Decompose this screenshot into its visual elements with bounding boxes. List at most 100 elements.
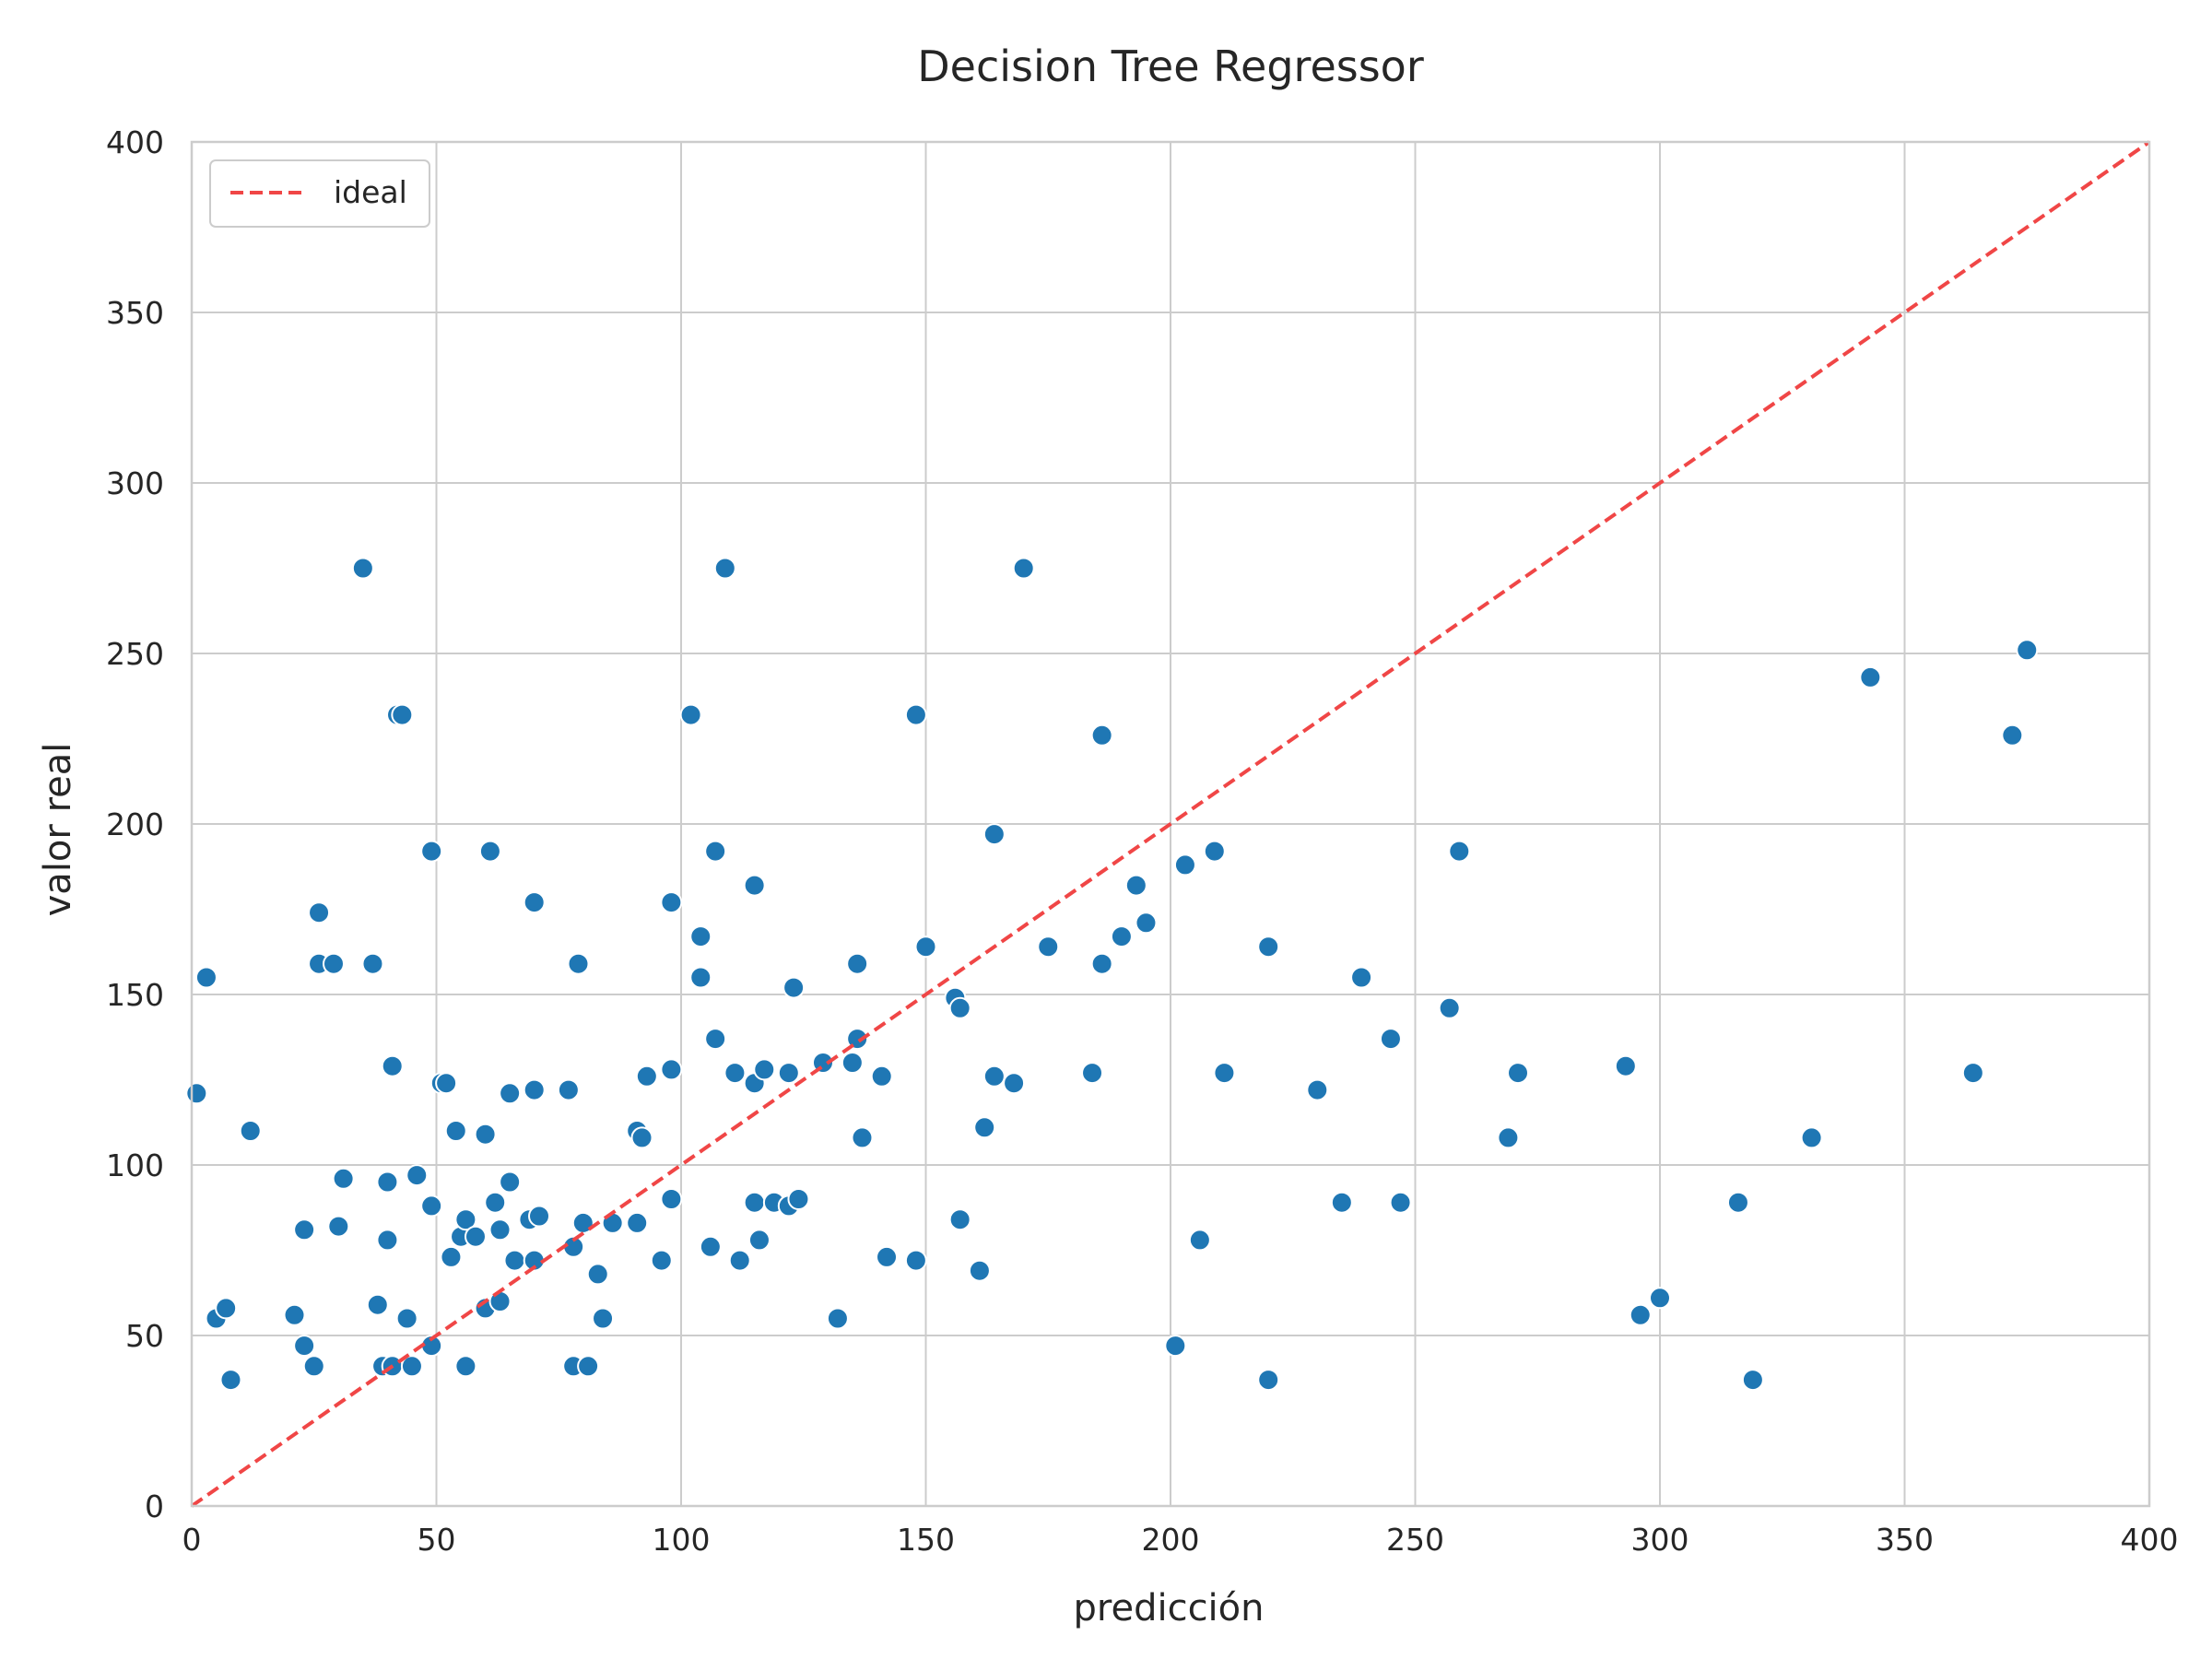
scatter-point (1257, 935, 1280, 959)
scatter-point (406, 1164, 429, 1187)
scatter-point (2001, 724, 2024, 747)
scatter-point (1306, 1078, 1329, 1101)
scatter-point (660, 891, 683, 914)
y-tick-label: 150 (106, 977, 164, 1013)
y-tick-label: 250 (106, 636, 164, 672)
scatter-point (948, 996, 971, 1019)
scatter-point (1213, 1062, 1236, 1085)
scatter-point (1330, 1191, 1353, 1214)
plot-frame (190, 140, 2151, 1508)
scatter-point (2016, 639, 2039, 662)
scatter-point (351, 557, 374, 580)
scatter-point (1090, 724, 1113, 747)
scatter-point (239, 1120, 262, 1142)
scatter-point (747, 1229, 771, 1252)
scatter-point (1135, 912, 1158, 935)
scatter-point (523, 1078, 546, 1101)
scatter-point (454, 1208, 477, 1231)
scatter-point (1438, 996, 1461, 1019)
x-tick-label: 200 (1142, 1522, 1200, 1558)
scatter-point (1800, 1126, 1823, 1149)
scatter-point (630, 1126, 653, 1149)
scatter-point (391, 703, 414, 726)
y-tick-label: 300 (106, 465, 164, 501)
scatter-point (488, 1218, 512, 1241)
scatter-point (660, 1058, 683, 1081)
scatter-point (1257, 1369, 1280, 1392)
scatter-point (185, 1082, 208, 1105)
y-tick-label: 400 (106, 124, 164, 160)
scatter-point (679, 703, 702, 726)
scatter-point (464, 1225, 487, 1248)
scatter-point (567, 952, 590, 975)
scatter-point (523, 891, 546, 914)
scatter-point (381, 1054, 404, 1077)
scatter-point (870, 1065, 893, 1088)
scatter-point (753, 1058, 776, 1081)
scatter-point (1741, 1369, 1764, 1392)
scatter-point (1859, 665, 1882, 688)
scatter-point (376, 1171, 399, 1194)
scatter-point (1629, 1303, 1652, 1326)
scatter-point (1507, 1062, 1530, 1085)
scatter-point (660, 1188, 683, 1210)
scatter-point (1012, 557, 1035, 580)
scatter-point (876, 1245, 899, 1268)
scatter-point (846, 952, 869, 975)
x-tick-label: 350 (1876, 1522, 1934, 1558)
x-tick-label: 100 (653, 1522, 711, 1558)
scatter-point (743, 874, 766, 897)
scatter-point (1497, 1126, 1520, 1149)
scatter-point (904, 703, 927, 726)
y-tick-label: 0 (145, 1488, 164, 1524)
scatter-point (215, 1297, 238, 1320)
scatter-point (1164, 1335, 1187, 1358)
scatter-point (1037, 935, 1060, 959)
scatter-point (1188, 1229, 1211, 1252)
scatter-point (308, 901, 331, 924)
legend-box (209, 159, 430, 228)
scatter-point (283, 1303, 306, 1326)
scatter-point (454, 1355, 477, 1378)
scatter-point (704, 1028, 727, 1051)
scatter-point (478, 840, 501, 863)
scatter-point (1726, 1191, 1749, 1214)
scatter-point (1090, 952, 1113, 975)
scatter-point (420, 1194, 443, 1218)
x-axis-label: predicción (1074, 1587, 1265, 1630)
scatter-point (586, 1263, 609, 1286)
scatter-point (499, 1171, 522, 1194)
scatter-point (499, 1082, 522, 1105)
x-tick-label: 400 (2121, 1522, 2179, 1558)
y-tick-label: 350 (106, 295, 164, 331)
scatter-point (626, 1211, 649, 1234)
scatter-point (503, 1249, 526, 1272)
scatter-point (1649, 1287, 1671, 1310)
scatter-point (592, 1307, 615, 1330)
scatter-point (1379, 1028, 1402, 1051)
scatter-point (1081, 1062, 1104, 1085)
y-axis-label: valor real (37, 743, 79, 917)
scatter-point (420, 840, 443, 863)
scatter-point (376, 1229, 399, 1252)
y-tick-label: 200 (106, 806, 164, 842)
scatter-point (1448, 840, 1471, 863)
scatter-point (293, 1218, 316, 1241)
scatter-point (484, 1191, 507, 1214)
scatter-point (973, 1116, 996, 1139)
scatter-point (982, 823, 1006, 846)
scatter-point (322, 952, 345, 975)
scatter-point (904, 1249, 927, 1272)
scatter-point (1124, 874, 1147, 897)
scatter-point (704, 840, 727, 863)
scatter-point (851, 1126, 874, 1149)
x-tick-label: 50 (418, 1522, 456, 1558)
legend: ideal (209, 159, 430, 228)
tick-labels: 0 50 100 150 200 250 300 350 400 0 50 100 150 200 250 3… (106, 124, 2179, 1558)
scatter-point (444, 1120, 467, 1142)
scatter-point (1203, 840, 1226, 863)
scatter-point (293, 1335, 316, 1358)
scatter-point (366, 1293, 389, 1316)
scatter-point (1110, 925, 1133, 948)
